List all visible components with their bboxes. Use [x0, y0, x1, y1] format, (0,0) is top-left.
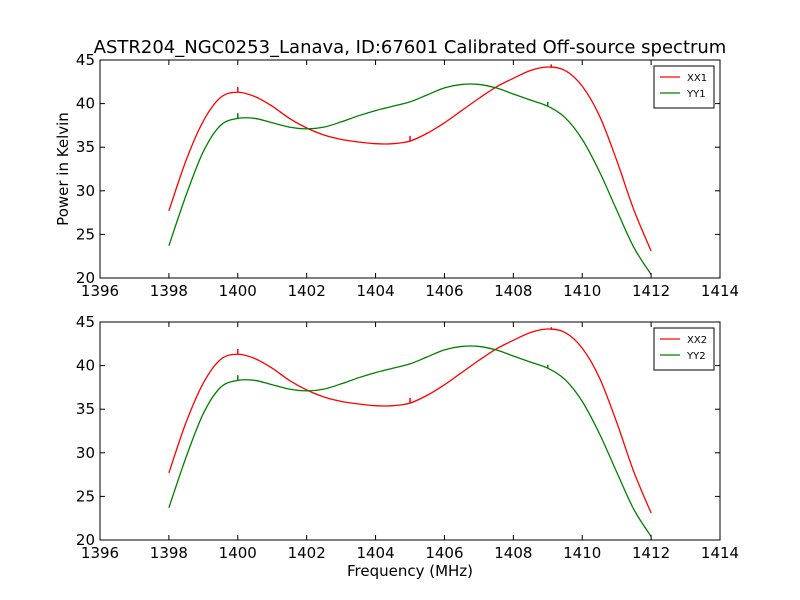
series-line-xx2: [168, 328, 652, 514]
x-tick-label: 1410: [563, 544, 601, 562]
series-line-yy2: [168, 345, 652, 537]
x-tick-label: 1400: [219, 544, 257, 562]
y-axis-label: Power in Kelvin: [54, 112, 72, 226]
x-tick-label: 1404: [356, 544, 394, 562]
y-tick-label: 40: [76, 95, 95, 113]
x-tick-label: 1408: [494, 282, 532, 300]
x-tick-label: 1396: [81, 282, 119, 300]
x-tick-label: 1414: [701, 282, 739, 300]
y-tick-label: 25: [76, 225, 95, 243]
x-tick-label: 1412: [632, 544, 670, 562]
legend-label-yy2: YY2: [686, 351, 706, 362]
legend-label-xx1: XX1: [687, 73, 707, 84]
x-tick-label: 1398: [150, 282, 188, 300]
x-tick-label: 1398: [150, 544, 188, 562]
y-tick-label: 30: [76, 444, 95, 462]
bottom-panel: 1396 1398 1400 1402 1404 1406 1408 1410 1412 1414…: [76, 313, 739, 580]
x-tick-label: 1396: [81, 544, 119, 562]
legend-label-yy1: YY1: [686, 89, 706, 100]
y-tick-label: 40: [76, 357, 95, 375]
axes-frame: [99, 59, 721, 279]
y-tick-label: 30: [76, 182, 95, 200]
figure-title: ASTR204_NGC0253_Lanava, ID:67601 Calibra…: [94, 37, 727, 58]
y-tick-label: 45: [76, 51, 95, 69]
x-tick-label: 1410: [563, 282, 601, 300]
series-line-yy1: [168, 83, 652, 275]
legend-label-xx2: XX2: [687, 335, 707, 346]
y-tick-label: 45: [76, 313, 95, 331]
x-tick-label: 1412: [632, 282, 670, 300]
series-line-xx1: [168, 66, 652, 252]
x-tick-label: 1406: [425, 544, 463, 562]
y-tick-label: 25: [76, 487, 95, 505]
x-tick-label: 1404: [356, 282, 394, 300]
x-tick-label: 1400: [219, 282, 257, 300]
y-tick-label: 35: [76, 138, 95, 156]
legend-box: [653, 65, 715, 109]
top-panel: 1396 1398 1400 1402 1404 1406 1408 1410 1412 1414…: [54, 51, 739, 300]
y-tick-label: 20: [76, 269, 95, 287]
y-tick-label: 35: [76, 400, 95, 418]
x-tick-label: 1402: [288, 544, 326, 562]
legend-box: [653, 327, 715, 371]
x-tick-label: 1406: [425, 282, 463, 300]
x-tick-label: 1414: [701, 544, 739, 562]
axes-frame: [99, 321, 721, 541]
x-axis-label: Frequency (MHz): [347, 562, 473, 580]
x-tick-label: 1408: [494, 544, 532, 562]
y-tick-label: 20: [76, 531, 95, 549]
x-tick-label: 1402: [288, 282, 326, 300]
